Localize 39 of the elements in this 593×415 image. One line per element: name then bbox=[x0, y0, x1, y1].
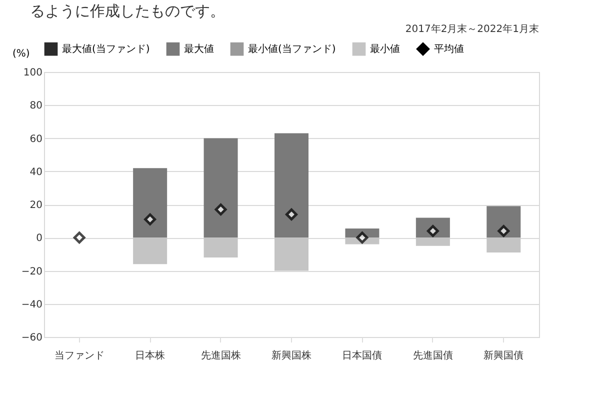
x-tick-label: 日本株 bbox=[135, 350, 166, 362]
y-tick-label: 80 bbox=[30, 100, 42, 112]
y-tick-label: 20 bbox=[30, 200, 42, 211]
legend-label: 平均値 bbox=[434, 43, 464, 56]
text: るように作成したものです。 bbox=[29, 1, 226, 22]
y-tick-label: −20 bbox=[21, 266, 42, 278]
bar bbox=[133, 238, 168, 264]
point bbox=[356, 232, 368, 244]
point bbox=[214, 203, 227, 216]
legend-label: 最大値(当ファンド) bbox=[62, 43, 150, 56]
bar bbox=[274, 238, 308, 271]
x-tick-label: 新興国債 bbox=[484, 350, 524, 362]
point bbox=[498, 225, 510, 237]
x-tick-label: 新興国株 bbox=[272, 350, 312, 362]
legend-label: 最小値 bbox=[370, 43, 400, 56]
point bbox=[73, 232, 86, 244]
y-tick-label: 60 bbox=[30, 134, 42, 145]
x-tick-label: 当ファンド bbox=[54, 350, 104, 362]
bar bbox=[486, 206, 521, 238]
bar bbox=[133, 168, 168, 238]
x-tick-label: 先進国債 bbox=[412, 350, 453, 362]
bar bbox=[486, 238, 521, 253]
point bbox=[144, 213, 156, 226]
y-tick-label: −40 bbox=[21, 299, 42, 310]
y-tick-label: 40 bbox=[30, 166, 42, 178]
y-axis-title: (%) bbox=[12, 48, 30, 60]
bar bbox=[204, 138, 238, 238]
bar bbox=[416, 238, 450, 246]
y-tick-label: 0 bbox=[36, 233, 42, 244]
legend-label: 最大値 bbox=[184, 43, 214, 56]
point bbox=[286, 208, 298, 220]
y-tick-label: 100 bbox=[23, 68, 42, 78]
legend-label: 最小値(当ファンド) bbox=[248, 43, 336, 56]
bar bbox=[274, 133, 308, 238]
y-tick-label: −60 bbox=[21, 332, 42, 344]
chart-subtitle: 2017年2月末～2022年1月末 bbox=[405, 23, 539, 35]
x-tick-label: 日本国債 bbox=[342, 350, 382, 362]
bar bbox=[204, 238, 238, 258]
x-tick-label: 先進国株 bbox=[200, 350, 241, 362]
